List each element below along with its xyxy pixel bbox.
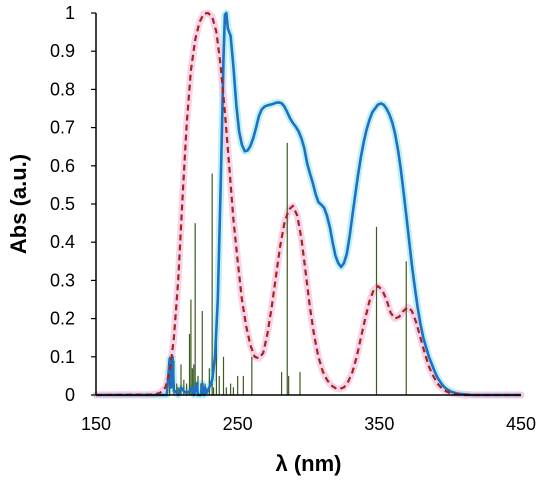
y-tick-label: 0.3 [50,270,75,290]
y-tick-label: 0.4 [50,232,75,252]
y-tick-label: 0.9 [50,41,75,61]
y-tick-label: 0.8 [50,79,75,99]
y-axis-title: Abs (a.u.) [6,154,31,254]
y-tick-labels: 0 0.1 0.2 0.3 0.4 0.5 0.6 0.7 0.8 0.9 1 [50,3,96,405]
y-tick-label: 0.5 [50,194,75,214]
x-tick-label: 250 [223,414,253,434]
series-1-glow [92,9,525,399]
sticks-layer [169,142,407,395]
y-tick-label: 0.6 [50,156,75,176]
x-tick-label: 450 [506,414,536,434]
y-tick-label: 0.1 [50,347,75,367]
x-tick-label: 350 [364,414,394,434]
x-axis-title: λ (nm) [276,451,342,476]
y-tick-label: 0.2 [50,309,75,329]
series-2-line [95,11,521,397]
glow-layer [92,9,525,399]
series-1-line [96,11,521,397]
y-tick-label: 1 [65,3,75,23]
axes-layer [95,13,521,396]
lines-layer [95,11,521,397]
y-tick-label: 0.7 [50,118,75,138]
y-tick-label: 0 [65,385,75,405]
series-2-glow [92,9,525,399]
x-tick-labels: 150 250 350 450 [81,414,536,434]
x-tick-label: 150 [81,414,111,434]
